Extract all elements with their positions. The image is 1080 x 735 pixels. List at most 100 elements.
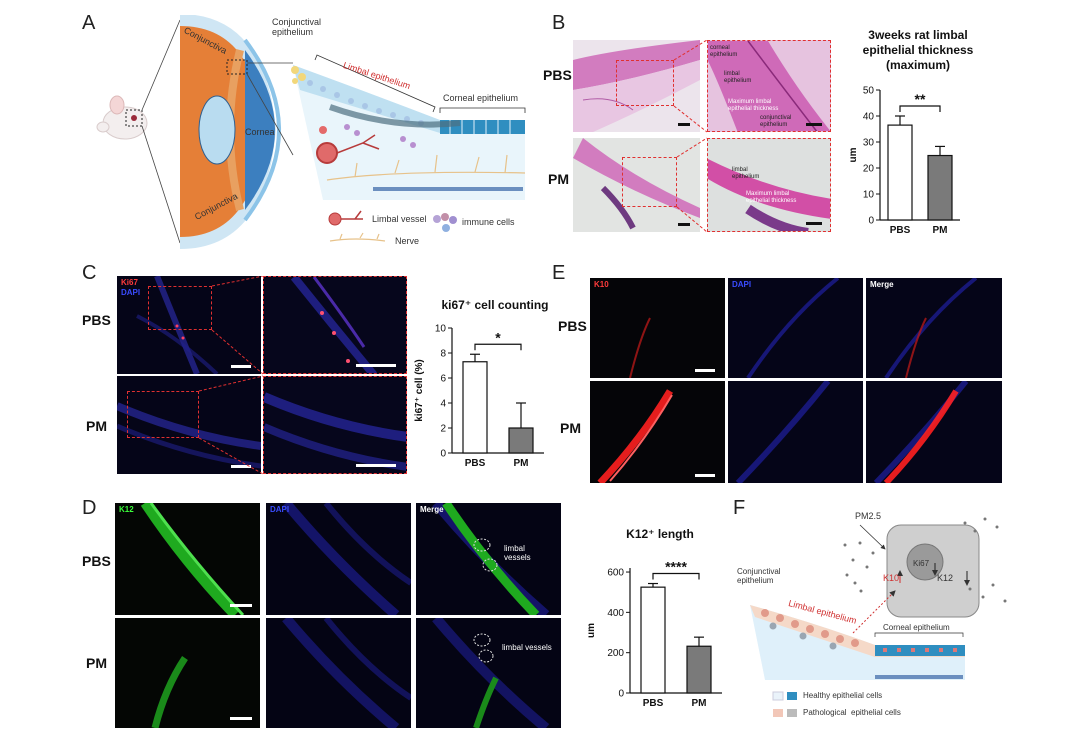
bar-pbs xyxy=(462,361,488,454)
bar-pbs xyxy=(887,124,913,221)
y-axis-label: um xyxy=(586,623,597,638)
significance-bracket xyxy=(899,105,941,112)
e-pbs-merge-image: Merge xyxy=(866,278,1002,378)
e-pbs-k10-image: K10 xyxy=(590,278,725,378)
b-pbs-overview-image xyxy=(573,40,700,132)
f-legend-healthy: Healthy epithelial cells xyxy=(803,691,883,700)
legend-nerve: Nerve xyxy=(395,236,420,246)
panel-f-diagram: PM2.5 Ki67 K10 K12 Conjunctival epitheli… xyxy=(735,505,1015,730)
d-row-label-pm: PM xyxy=(86,655,107,671)
scale-bar xyxy=(806,222,822,225)
legend-immune-cells: immune cells xyxy=(462,217,515,227)
d-label-vessels-2: limbal vessels xyxy=(502,643,552,652)
d-row-label-pbs: PBS xyxy=(82,553,111,569)
significance-marker: ** xyxy=(915,91,926,107)
f-label-ki67: Ki67 xyxy=(913,559,930,568)
y-tick-label: 0 xyxy=(618,689,624,700)
rat-icon xyxy=(96,95,148,140)
panel-label-f: F xyxy=(733,497,746,519)
d-k12-bar-chart: 0 200 400 600 um PBS PM **** xyxy=(586,559,722,709)
bar-pbs xyxy=(640,586,666,694)
label-corneal-epithelium: Corneal epithelium xyxy=(443,93,519,103)
e-pm-dapi-image xyxy=(728,381,863,483)
y-tick-label: 400 xyxy=(607,608,624,619)
c-ki67-bar-chart: 0 2 4 6 8 10 ki67⁺ cell (%) PBS PM * xyxy=(414,324,544,469)
significance-bracket xyxy=(652,572,700,580)
c-chan-dapi: DAPI xyxy=(121,288,141,297)
scale-bar xyxy=(695,369,715,372)
scale-bar xyxy=(356,464,396,467)
y-axis-label: ki67⁺ cell (%) xyxy=(414,359,425,422)
c-pm-zoom-image xyxy=(263,376,407,474)
b-pbs-zoom-image: corneal epithelium limbal epithelium Max… xyxy=(707,40,831,132)
b-pm-overview-image xyxy=(573,138,700,232)
scale-bar xyxy=(231,465,251,468)
d-label-vessels-1: limbal vessels xyxy=(504,544,531,562)
c-row-label-pbs: PBS xyxy=(82,312,111,328)
panel-label-e: E xyxy=(552,262,566,284)
scale-bar xyxy=(678,123,690,126)
d-pbs-dapi-image: DAPI xyxy=(266,503,411,615)
legend-limbal-vessel: Limbal vessel xyxy=(372,214,427,224)
c-row-label-pm: PM xyxy=(86,418,107,434)
eye-anatomy-illustration xyxy=(96,14,526,249)
panel-label-a: A xyxy=(82,12,96,34)
e-pm-k10-image xyxy=(590,381,725,483)
b-chart-title: 3weeks rat limbal epithelial thickness (… xyxy=(862,28,974,72)
scale-bar xyxy=(231,365,251,368)
pm25-mechanism-illustration xyxy=(750,517,1007,717)
f-label-pm25: PM2.5 xyxy=(855,511,882,521)
d-pbs-k12-image: K12 xyxy=(115,503,260,615)
scale-bar xyxy=(356,364,396,367)
bar-pm xyxy=(508,427,534,454)
e-pm-merge-image xyxy=(866,381,1002,483)
scale-bar xyxy=(695,474,715,477)
label-conjunctival-epithelium: Conjunctival epithelium xyxy=(272,17,322,37)
x-tick-label: PBS xyxy=(643,698,664,709)
y-tick-label: 10 xyxy=(863,190,875,201)
y-tick-label: 50 xyxy=(863,86,875,97)
y-tick-label: 4 xyxy=(440,399,446,410)
e-chan-k10: K10 xyxy=(594,280,609,289)
e-chan-merge: Merge xyxy=(870,280,894,289)
d-pbs-merge-image: Merge limbal vessels xyxy=(416,503,561,615)
c-zoom-connector-lines xyxy=(198,276,264,475)
b-ann-conj: conjunctival epithelium xyxy=(760,115,792,128)
f-legend-pathological: Pathological epithelial cells xyxy=(803,708,901,717)
b-row-label-pbs: PBS xyxy=(543,67,572,83)
b-ann-corneal: corneal epithelium xyxy=(710,45,738,58)
panel-a-diagram: Conjunctiva Conjunctiva Cornea Conjuncti… xyxy=(95,14,535,250)
d-chan-merge: Merge xyxy=(420,505,444,514)
y-tick-label: 2 xyxy=(440,424,446,435)
scale-bar xyxy=(230,604,252,607)
b-ann-max2: Maximum limbal epithelial thickness xyxy=(746,191,797,204)
b-ann-max: Maximum limbal epithelial thickness xyxy=(728,99,779,112)
c-chart-title: ki67⁺ cell counting xyxy=(441,298,549,312)
bar-pm xyxy=(927,154,953,221)
d-chan-k12: K12 xyxy=(119,505,134,514)
c-pbs-roi-box xyxy=(148,286,212,330)
b-ann-limbal2: limbal epithelium xyxy=(732,167,760,180)
panel-label-b: B xyxy=(552,12,566,34)
b-thickness-bar-chart: 0 10 20 30 40 50 um PBS PM ** xyxy=(848,86,960,236)
y-tick-label: 600 xyxy=(607,568,624,579)
d-pm-merge-image: limbal vessels xyxy=(416,618,561,728)
b-pbs-roi-box xyxy=(616,60,674,106)
d-chart-title: K12⁺ length xyxy=(626,527,694,541)
e-row-label-pm: PM xyxy=(560,420,581,436)
significance-marker: **** xyxy=(665,559,687,575)
b-pm-zoom-image: limbal epithelium Maximum limbal epithel… xyxy=(707,138,831,232)
b-pm-roi-box xyxy=(622,157,677,207)
panel-label-c: C xyxy=(82,262,97,284)
d-pm-dapi-image xyxy=(266,618,411,728)
x-tick-label: PBS xyxy=(890,225,911,236)
c-pbs-zoom-image xyxy=(263,276,407,374)
b-row-label-pm: PM xyxy=(548,171,569,187)
x-tick-label: PBS xyxy=(465,458,486,469)
f-label-k12: K12 xyxy=(937,573,954,583)
scale-bar xyxy=(678,223,690,226)
f-label-corneal-epithelium: Corneal epithelium xyxy=(883,623,950,632)
c-pbs-overview-image: Ki67 DAPI xyxy=(117,276,261,374)
e-pbs-dapi-image: DAPI xyxy=(728,278,863,378)
x-tick-label: PM xyxy=(692,698,707,709)
